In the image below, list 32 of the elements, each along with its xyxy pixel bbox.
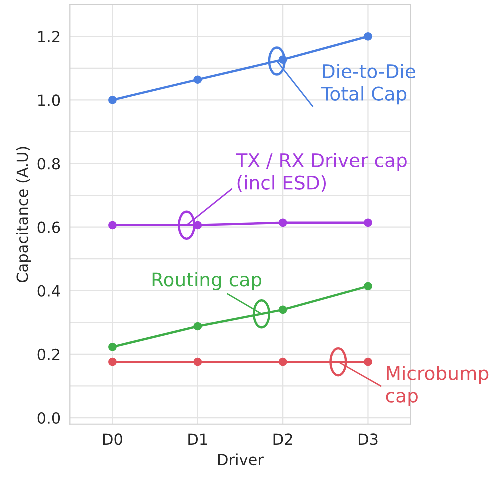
point: [108, 96, 117, 104]
point: [108, 342, 117, 352]
y-tick-label: 0.4: [38, 285, 60, 297]
y-tick-label: 0.6: [38, 222, 60, 234]
y-tick-label: 1.0: [38, 94, 60, 106]
x-tick-label: D1: [188, 434, 208, 446]
point: [194, 76, 202, 84]
y-tick-label: 1.2: [38, 31, 60, 42]
point: [364, 218, 372, 228]
series-label: Die-to-Die Total Cap: [321, 64, 416, 105]
x-tick-label: D2: [274, 434, 292, 446]
x-tick-label: D3: [358, 434, 378, 446]
point: [278, 218, 288, 228]
point: [364, 358, 372, 366]
series-label: TX / RX Driver cap (incl ESD): [236, 153, 407, 192]
point: [194, 322, 202, 331]
legend-label: Microbump cap: [386, 366, 489, 407]
point: [278, 56, 288, 64]
point: [278, 358, 288, 366]
y-tick-label: 0.2: [38, 348, 60, 360]
point: [278, 306, 288, 314]
x-tick-label: D0: [103, 434, 122, 446]
point: [364, 32, 372, 41]
y-tick-label: 0.0: [38, 412, 60, 424]
y-tick-label: 0.8: [38, 158, 60, 170]
point: [108, 221, 117, 230]
point: [108, 358, 117, 366]
x-axis-title: Driver: [218, 454, 264, 466]
point: [364, 282, 372, 291]
y-axis-title: Capacitance (A.U): [16, 147, 32, 283]
point: [194, 358, 202, 366]
series-label: Routing cap: [152, 272, 262, 290]
